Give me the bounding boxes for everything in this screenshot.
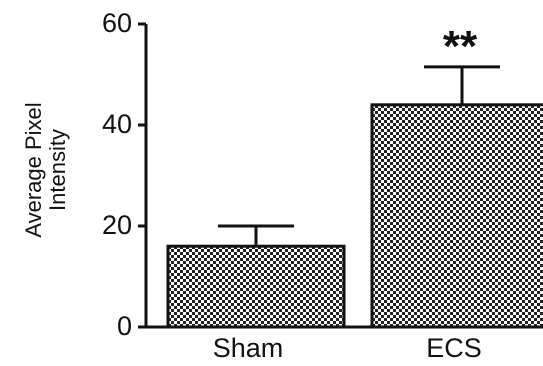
y-axis-label: Average Pixel Intensity xyxy=(21,102,70,237)
y-tick-label-2: 40 xyxy=(102,109,132,139)
x-tick-label-ecs: ECS xyxy=(426,333,482,363)
bar-sham xyxy=(166,244,346,329)
error-bar-sham xyxy=(218,224,294,247)
x-tick-label-sham: Sham xyxy=(213,333,284,363)
y-axis-label-line-2: Intensity xyxy=(45,129,70,211)
y-axis-label-line-1: Average Pixel xyxy=(21,102,46,237)
bar-ecs xyxy=(370,103,543,329)
y-tick-label-1: 20 xyxy=(102,210,132,240)
y-tick-label-0: 0 xyxy=(117,311,132,341)
y-tick-label-3: 60 xyxy=(102,8,132,38)
significance-annotation: ** xyxy=(443,22,478,71)
error-bar-ecs xyxy=(424,65,500,105)
